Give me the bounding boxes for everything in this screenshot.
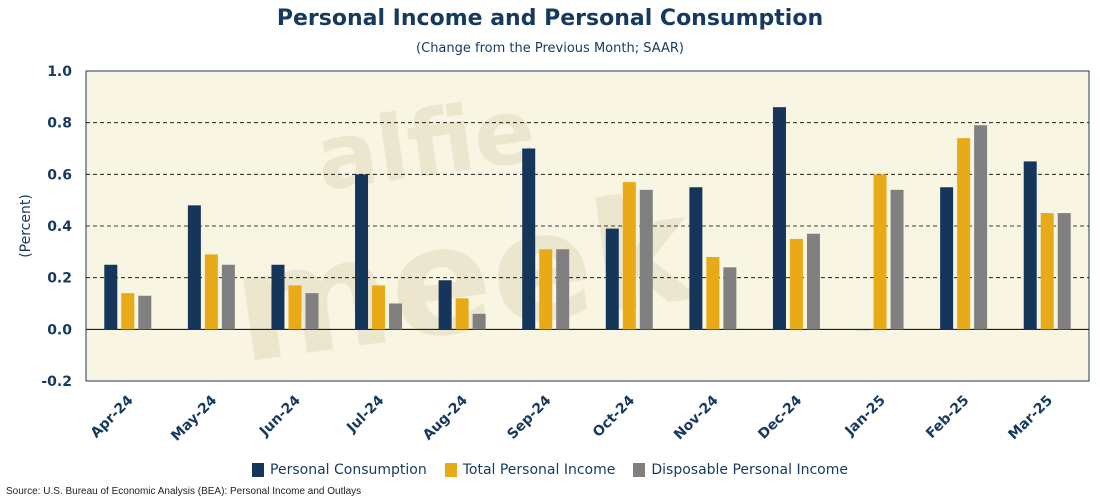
x-tick-label: Dec-24 bbox=[755, 392, 805, 442]
bar-personal-consumption bbox=[856, 329, 870, 331]
legend: Personal Consumption Total Personal Inco… bbox=[0, 462, 1100, 478]
bar-personal-consumption bbox=[772, 107, 786, 330]
y-tick-label: 0.0 bbox=[47, 322, 72, 338]
legend-swatch bbox=[444, 463, 457, 477]
bar-personal-consumption bbox=[940, 187, 954, 330]
bar-total-personal-income bbox=[455, 298, 469, 330]
x-axis-ticks: Apr-24 May-24 Jun-24 Jul-24 Aug-24 Sep-24 Oct-… bbox=[88, 392, 1056, 444]
bar-total-personal-income bbox=[706, 257, 720, 330]
bar-personal-consumption bbox=[104, 264, 118, 330]
bar-personal-consumption bbox=[271, 264, 285, 330]
bar-personal-consumption bbox=[1023, 161, 1037, 330]
bar-personal-consumption bbox=[605, 228, 619, 330]
bar-personal-consumption bbox=[689, 187, 703, 330]
bar-personal-consumption bbox=[438, 280, 452, 330]
x-tick-label: Sep-24 bbox=[504, 392, 554, 442]
legend-item-personal-consumption: Personal Consumption bbox=[252, 462, 427, 478]
bar-disposable-personal-income bbox=[974, 125, 988, 330]
bar-disposable-personal-income bbox=[556, 249, 570, 330]
x-tick-label: Feb-25 bbox=[923, 393, 972, 442]
chart-title: Personal Income and Personal Consumption bbox=[276, 6, 824, 31]
legend-item-disposable-personal-income: Disposable Personal Income bbox=[633, 462, 848, 478]
x-tick-label: Oct-24 bbox=[590, 392, 638, 440]
bar-disposable-personal-income bbox=[723, 267, 737, 330]
y-axis-ticks: 1.0 0.8 0.6 0.4 0.2 0.0 -0.2 bbox=[41, 64, 72, 390]
legend-swatch bbox=[252, 463, 265, 477]
bar-disposable-personal-income bbox=[221, 264, 235, 330]
legend-label: Personal Consumption bbox=[270, 462, 427, 478]
bar-disposable-personal-income bbox=[389, 303, 403, 330]
x-tick-label: Aug-24 bbox=[420, 392, 471, 443]
bars bbox=[104, 107, 1071, 331]
bar-total-personal-income bbox=[873, 174, 887, 330]
bar-total-personal-income bbox=[957, 138, 971, 330]
y-tick-label: -0.2 bbox=[41, 374, 72, 390]
bar-disposable-personal-income bbox=[806, 233, 820, 330]
x-tick-label: Jan-25 bbox=[842, 393, 889, 440]
bar-personal-consumption bbox=[355, 174, 369, 330]
chart-subtitle: (Change from the Previous Month; SAAR) bbox=[416, 41, 684, 56]
bar-total-personal-income bbox=[539, 249, 553, 330]
legend-label: Disposable Personal Income bbox=[651, 462, 848, 478]
bar-disposable-personal-income bbox=[1057, 213, 1071, 330]
bar-disposable-personal-income bbox=[639, 189, 653, 330]
bar-total-personal-income bbox=[121, 293, 135, 330]
y-tick-label: 0.8 bbox=[47, 116, 72, 132]
legend-item-total-personal-income: Total Personal Income bbox=[444, 462, 616, 478]
bar-disposable-personal-income bbox=[138, 295, 152, 330]
x-tick-label: Jun-24 bbox=[256, 392, 304, 440]
source-note: Source: U.S. Bureau of Economic Analysis… bbox=[6, 486, 362, 497]
bar-total-personal-income bbox=[622, 182, 636, 330]
bar-disposable-personal-income bbox=[305, 293, 319, 330]
bar-disposable-personal-income bbox=[890, 189, 904, 330]
x-tick-label: Jul-24 bbox=[343, 392, 387, 436]
x-tick-label: Mar-25 bbox=[1005, 393, 1056, 444]
bar-disposable-personal-income bbox=[472, 313, 486, 330]
bar-total-personal-income bbox=[1040, 213, 1054, 330]
bar-total-personal-income bbox=[288, 285, 302, 330]
gridlines bbox=[86, 122, 1089, 330]
bar-personal-consumption bbox=[522, 148, 536, 330]
bar-total-personal-income bbox=[789, 238, 803, 330]
x-tick-label: Apr-24 bbox=[88, 392, 137, 441]
bar-personal-consumption bbox=[187, 205, 201, 330]
legend-label: Total Personal Income bbox=[462, 462, 616, 478]
y-tick-label: 0.6 bbox=[47, 167, 72, 183]
y-tick-label: 0.2 bbox=[47, 271, 72, 287]
bar-total-personal-income bbox=[204, 254, 218, 330]
x-tick-label: May-24 bbox=[168, 392, 220, 444]
bar-total-personal-income bbox=[372, 285, 386, 330]
x-tick-label: Nov-24 bbox=[671, 392, 722, 443]
y-axis-label: (Percent) bbox=[18, 194, 34, 258]
legend-swatch bbox=[633, 463, 646, 477]
y-tick-label: 0.4 bbox=[47, 219, 72, 235]
y-tick-label: 1.0 bbox=[47, 64, 72, 80]
